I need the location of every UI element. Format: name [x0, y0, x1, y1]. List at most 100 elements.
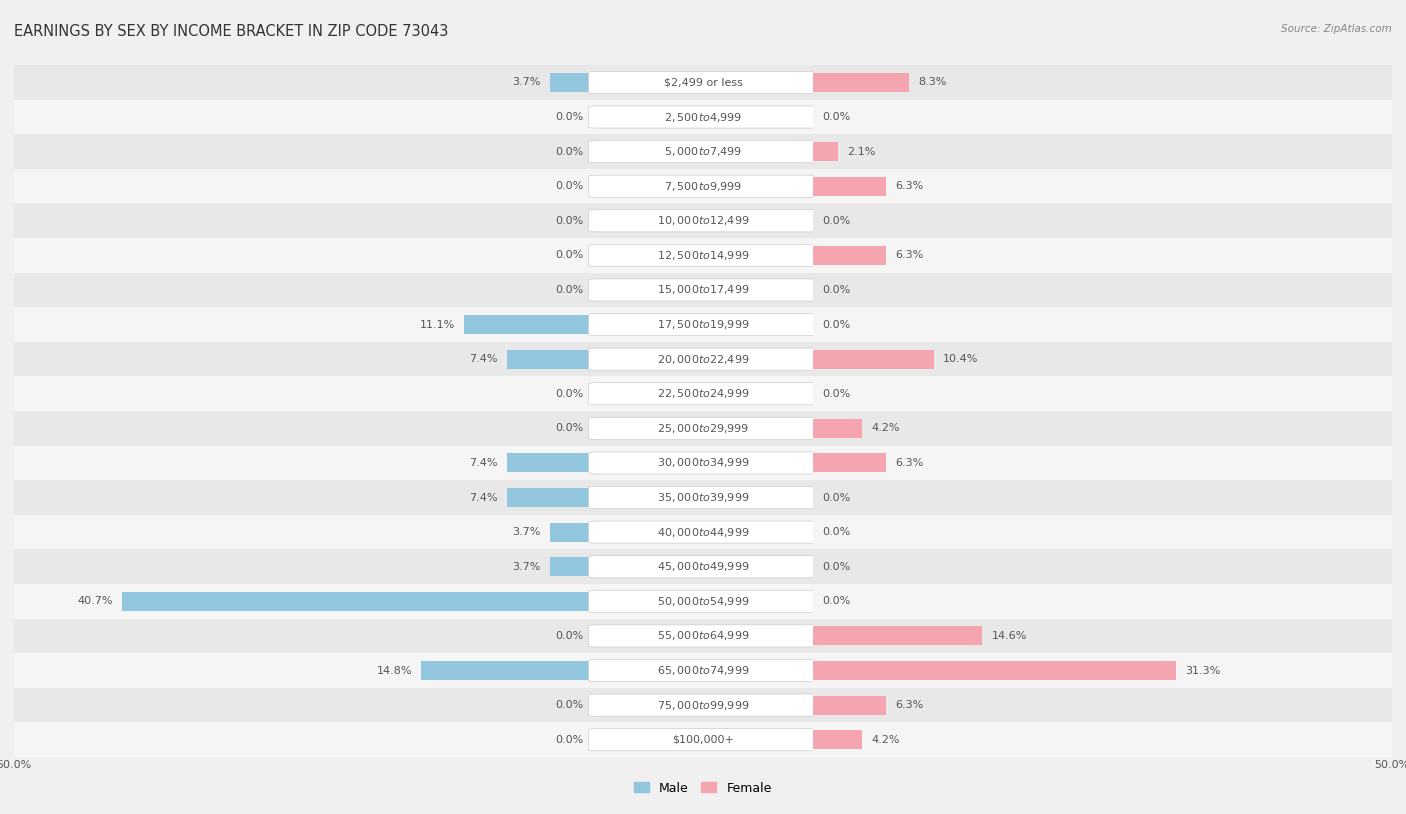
- Text: $20,000 to $22,499: $20,000 to $22,499: [657, 352, 749, 365]
- Text: 0.0%: 0.0%: [555, 735, 583, 745]
- Bar: [14, 480, 1171, 515]
- FancyBboxPatch shape: [588, 348, 818, 370]
- Bar: [813, 688, 1392, 723]
- Bar: [14, 653, 1171, 688]
- Bar: [593, 307, 813, 342]
- Text: 0.0%: 0.0%: [823, 527, 851, 537]
- Text: 0.0%: 0.0%: [555, 112, 583, 122]
- Text: 0.0%: 0.0%: [555, 216, 583, 225]
- Bar: [593, 723, 813, 757]
- Text: $50,000 to $54,999: $50,000 to $54,999: [657, 595, 749, 608]
- Text: 2.1%: 2.1%: [846, 147, 875, 156]
- Text: 14.6%: 14.6%: [991, 631, 1026, 641]
- FancyBboxPatch shape: [588, 279, 818, 301]
- Text: 0.0%: 0.0%: [823, 320, 851, 330]
- Bar: [464, 315, 593, 334]
- FancyBboxPatch shape: [588, 590, 818, 612]
- Bar: [14, 307, 1171, 342]
- Bar: [813, 65, 1392, 99]
- Bar: [550, 73, 593, 92]
- Text: $25,000 to $29,999: $25,000 to $29,999: [657, 422, 749, 435]
- Bar: [813, 350, 934, 369]
- Text: 3.7%: 3.7%: [512, 527, 541, 537]
- Text: $2,500 to $4,999: $2,500 to $4,999: [664, 111, 742, 124]
- Bar: [14, 169, 1171, 204]
- Bar: [813, 661, 1175, 680]
- Bar: [813, 204, 1392, 238]
- Bar: [593, 342, 813, 376]
- Text: $15,000 to $17,499: $15,000 to $17,499: [657, 283, 749, 296]
- Bar: [508, 350, 593, 369]
- Text: 0.0%: 0.0%: [555, 147, 583, 156]
- Text: 0.0%: 0.0%: [555, 700, 583, 710]
- Bar: [813, 307, 1392, 342]
- Bar: [593, 688, 813, 723]
- Text: 7.4%: 7.4%: [470, 492, 498, 502]
- Text: $2,499 or less: $2,499 or less: [664, 77, 742, 87]
- Text: $22,500 to $24,999: $22,500 to $24,999: [657, 387, 749, 400]
- Text: 6.3%: 6.3%: [896, 700, 924, 710]
- FancyBboxPatch shape: [588, 729, 818, 751]
- Bar: [14, 446, 1171, 480]
- Text: $30,000 to $34,999: $30,000 to $34,999: [657, 457, 749, 470]
- Text: 8.3%: 8.3%: [918, 77, 946, 87]
- Bar: [593, 584, 813, 619]
- Bar: [593, 376, 813, 411]
- Bar: [813, 238, 1392, 273]
- Bar: [508, 488, 593, 507]
- Bar: [813, 627, 983, 646]
- Text: 6.3%: 6.3%: [896, 251, 924, 260]
- Bar: [813, 73, 910, 92]
- Bar: [813, 246, 886, 265]
- Text: 0.0%: 0.0%: [555, 631, 583, 641]
- Bar: [813, 584, 1392, 619]
- FancyBboxPatch shape: [588, 175, 818, 197]
- Bar: [593, 204, 813, 238]
- Bar: [813, 134, 1392, 169]
- Text: $55,000 to $64,999: $55,000 to $64,999: [657, 629, 749, 642]
- Bar: [813, 696, 886, 715]
- Bar: [593, 619, 813, 653]
- Bar: [14, 584, 1171, 619]
- FancyBboxPatch shape: [588, 244, 818, 266]
- Bar: [593, 480, 813, 515]
- Bar: [593, 65, 813, 99]
- Text: 6.3%: 6.3%: [896, 458, 924, 468]
- Bar: [593, 446, 813, 480]
- Text: 6.3%: 6.3%: [896, 182, 924, 191]
- Text: $40,000 to $44,999: $40,000 to $44,999: [657, 526, 749, 539]
- FancyBboxPatch shape: [588, 418, 818, 440]
- Bar: [593, 99, 813, 134]
- Bar: [14, 204, 1171, 238]
- Bar: [593, 134, 813, 169]
- Bar: [593, 169, 813, 204]
- Text: 7.4%: 7.4%: [470, 354, 498, 364]
- Text: 14.8%: 14.8%: [377, 666, 412, 676]
- FancyBboxPatch shape: [588, 106, 818, 128]
- Text: 0.0%: 0.0%: [823, 285, 851, 295]
- Bar: [813, 446, 1392, 480]
- Bar: [813, 142, 838, 161]
- Bar: [550, 523, 593, 541]
- Text: 4.2%: 4.2%: [872, 735, 900, 745]
- Bar: [593, 549, 813, 584]
- Bar: [14, 342, 1171, 376]
- Bar: [813, 653, 1392, 688]
- Text: $7,500 to $9,999: $7,500 to $9,999: [664, 180, 742, 193]
- Bar: [813, 480, 1392, 515]
- Bar: [14, 549, 1171, 584]
- Text: 10.4%: 10.4%: [943, 354, 979, 364]
- FancyBboxPatch shape: [588, 313, 818, 335]
- Text: $65,000 to $74,999: $65,000 to $74,999: [657, 664, 749, 677]
- Bar: [813, 453, 886, 472]
- Text: $5,000 to $7,499: $5,000 to $7,499: [664, 145, 742, 158]
- Bar: [813, 619, 1392, 653]
- Bar: [14, 99, 1171, 134]
- Text: 0.0%: 0.0%: [555, 285, 583, 295]
- Text: 3.7%: 3.7%: [512, 562, 541, 571]
- Text: 0.0%: 0.0%: [555, 182, 583, 191]
- Text: 4.2%: 4.2%: [872, 423, 900, 433]
- Bar: [813, 376, 1392, 411]
- Text: 0.0%: 0.0%: [555, 423, 583, 433]
- Bar: [813, 419, 862, 438]
